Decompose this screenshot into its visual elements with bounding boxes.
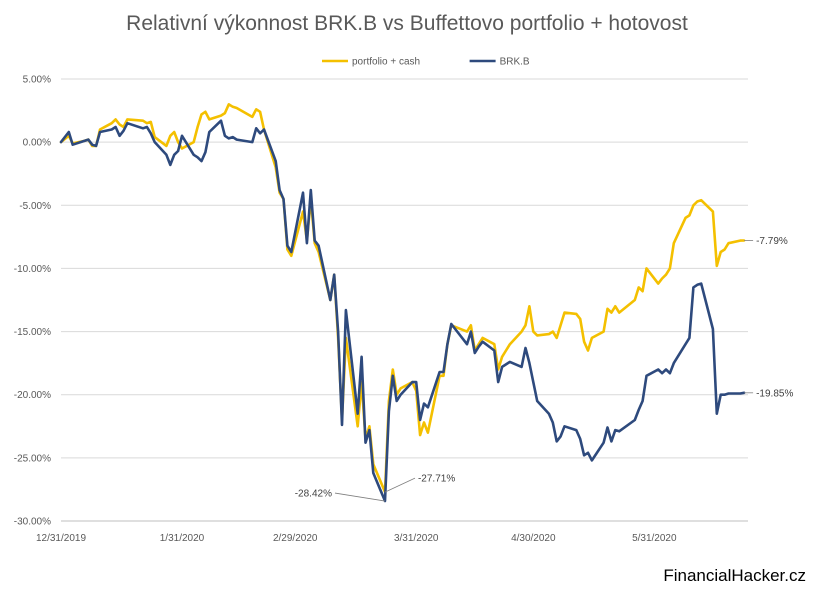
- watermark: FinancialHacker.cz: [663, 566, 806, 585]
- legend: portfolio + cash BRK.B: [322, 57, 530, 68]
- legend-label: portfolio + cash: [352, 57, 420, 68]
- legend-label: BRK.B: [500, 57, 530, 68]
- annotation-label: -7.79%: [756, 236, 788, 247]
- chart-title: Relativní výkonnost BRK.B vs Buffettovo …: [126, 12, 688, 35]
- y-tick-label: 5.00%: [23, 75, 51, 86]
- annotation-label: -27.71%: [418, 474, 455, 485]
- y-tick-label: -5.00%: [19, 201, 51, 212]
- annotation-label: -19.85%: [756, 388, 793, 399]
- x-tick-label: 4/30/2020: [511, 533, 556, 544]
- x-tick-label: 5/31/2020: [632, 533, 677, 544]
- annotation-label: -28.42%: [295, 489, 332, 500]
- annotations: -7.79% -19.85% -28.42% -27.71%: [295, 236, 793, 502]
- annotation-leader: [334, 492, 386, 502]
- axes: 5.00% 0.00% -5.00% -10.00% -15.00% -20.00% -25…: [14, 75, 748, 544]
- y-tick-label: 0.00%: [23, 138, 51, 149]
- annotation-leader: [384, 477, 416, 493]
- x-tick-label: 12/31/2019: [36, 533, 86, 544]
- x-tick-label: 3/31/2020: [394, 533, 439, 544]
- y-tick-label: -25.00%: [14, 453, 51, 464]
- y-tick-label: -10.00%: [14, 264, 51, 275]
- x-tick-label: 2/29/2020: [273, 533, 318, 544]
- x-tick-label: 1/31/2020: [160, 533, 205, 544]
- series-lines: [59, 103, 746, 503]
- y-tick-label: -15.00%: [14, 327, 51, 338]
- series-line-portfolio-cash: [59, 103, 746, 494]
- y-tick-label: -30.00%: [14, 517, 51, 528]
- series-line-brk-b: [59, 119, 746, 503]
- y-tick-label: -20.00%: [14, 390, 51, 401]
